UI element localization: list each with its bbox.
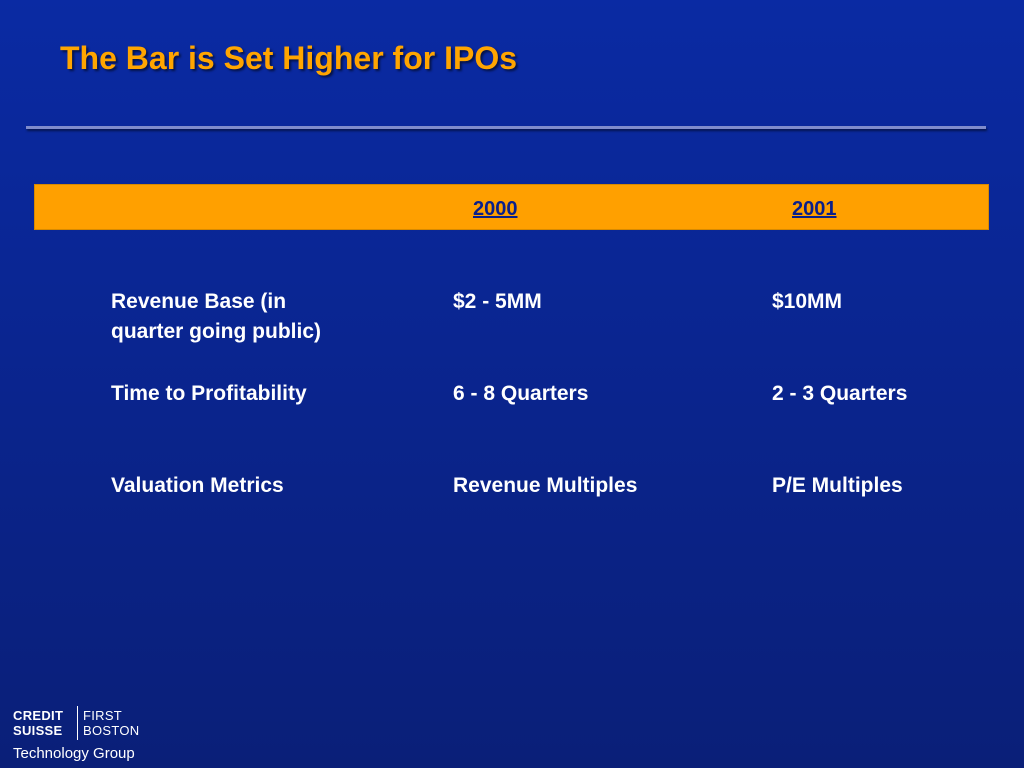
- logo-boston-text: BOSTON: [83, 723, 140, 738]
- logo-technology-group: Technology Group: [13, 745, 135, 762]
- revenue-base-2000: $2 - 5MM: [453, 290, 542, 313]
- table-header-band: 2000 2001: [34, 184, 989, 230]
- logo-separator: [77, 706, 78, 740]
- column-header-2001: 2001: [792, 198, 837, 220]
- logo-credit-text: CREDIT: [13, 708, 64, 723]
- logo-first-text: FIRST: [83, 708, 123, 723]
- revenue-base-2001: $10MM: [772, 290, 843, 313]
- title-divider: [26, 126, 986, 129]
- valuation-metrics-2000: Revenue Multiples: [453, 474, 638, 497]
- company-logo: CREDIT SUISSE FIRST BOSTON Technology Gr…: [13, 704, 163, 766]
- column-header-2000: 2000: [473, 198, 518, 220]
- valuation-metrics-2001: P/E Multiples: [772, 474, 903, 497]
- row-label-line1: Revenue Base (in: [111, 290, 287, 313]
- slide-title: The Bar is Set Higher for IPOs: [60, 40, 517, 76]
- logo-credit-suisse: CREDIT SUISSE: [13, 708, 63, 738]
- time-to-profitability-2001: 2 - 3 Quarters: [772, 382, 908, 405]
- logo-suisse-text: SUISSE: [13, 723, 63, 738]
- row-label-time-to-profitability: Time to Profitability: [111, 382, 307, 405]
- logo-first-boston: FIRST BOSTON: [83, 708, 139, 738]
- row-label-line2: quarter going public): [111, 320, 321, 343]
- row-label-valuation-metrics: Valuation Metrics: [111, 474, 284, 497]
- time-to-profitability-2000: 6 - 8 Quarters: [453, 382, 589, 405]
- row-label-revenue-base: Revenue Base (in quarter going public): [111, 287, 321, 347]
